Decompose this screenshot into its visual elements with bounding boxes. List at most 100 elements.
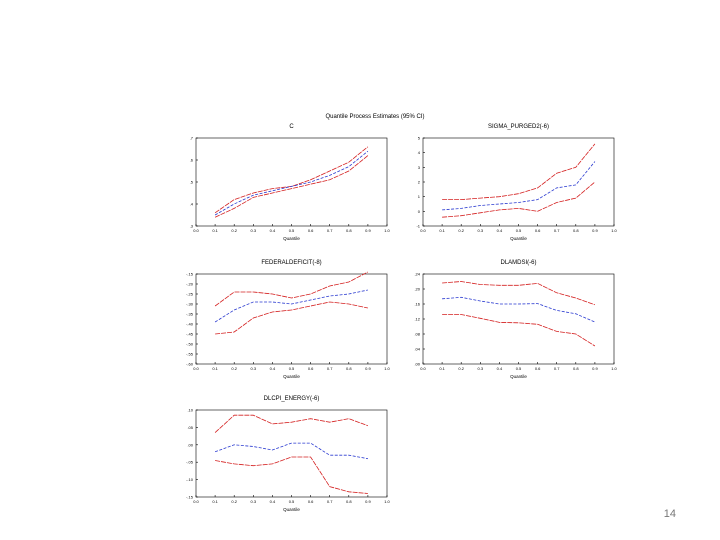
y-tick-label: -.25: [186, 292, 194, 297]
x-axis-label: Quantile: [283, 374, 300, 379]
panel-title: DLCPI_ENERGY(-6): [264, 396, 320, 402]
y-tick-label: -.55: [186, 352, 194, 357]
y-tick-label: .3: [190, 224, 194, 229]
y-tick-label: .00: [414, 362, 420, 367]
x-tick-label: 0.9: [365, 366, 371, 371]
x-tick-label: 0.1: [212, 499, 218, 504]
x-tick-label: 0.5: [289, 366, 295, 371]
x-tick-label: 0.9: [365, 228, 371, 233]
x-tick-label: 0.7: [327, 499, 333, 504]
y-tick-label: .10: [187, 408, 193, 413]
x-tick-label: 0.2: [458, 366, 464, 371]
y-tick-label: .08: [414, 332, 420, 337]
x-tick-label: 0.2: [458, 228, 464, 233]
panel-dlamdsi: DLAMDSI(-6) .00 .04 .08 .12 .16 .20 .24 0.0 0.1 0.…: [414, 260, 617, 379]
estimate-series-line: [442, 296, 596, 323]
ci-upper-series-line: [214, 414, 369, 433]
panel-title: SIGMA_PURGED2(-6): [488, 124, 549, 130]
y-tick-label: .7: [190, 136, 194, 141]
y-tick-label: -.30: [186, 302, 194, 307]
y-tick-label: 4: [418, 150, 421, 155]
panel-sigma-purged2: SIGMA_PURGED2(-6) -1 0 1 2 3 4 5 0.0 0.1 0.2 0.3 0.4…: [416, 124, 617, 241]
plot-frame: [195, 273, 388, 365]
x-tick-label: 0.0: [193, 228, 199, 233]
panel-federal-deficit: FEDERALDEFICIT(-8) -.15 -.20 -.25 -.30 -.35 -.…: [186, 260, 390, 379]
x-tick-label: 0.4: [497, 366, 503, 371]
ci-lower-series-line: [214, 155, 369, 218]
ci-lower-series-line: [442, 181, 596, 218]
x-axis-label: Quantile: [510, 236, 527, 241]
y-tick-label: .05: [187, 425, 193, 430]
x-tick-label: 0.8: [573, 228, 579, 233]
y-tick-label: 0: [418, 209, 421, 214]
x-tick-label: 0.3: [251, 228, 257, 233]
x-axis-label: Quantile: [510, 374, 527, 379]
x-axis-label: Quantile: [283, 507, 300, 512]
x-tick-label: 1.0: [384, 366, 390, 371]
x-tick-label: 0.6: [535, 228, 541, 233]
y-tick-label: 1: [418, 194, 421, 199]
y-tick-label: .16: [414, 302, 420, 307]
x-tick-label: 0.2: [231, 366, 237, 371]
x-tick-label: 0.8: [346, 228, 352, 233]
x-tick-label: 0.5: [516, 366, 522, 371]
x-tick-label: 0.4: [270, 228, 276, 233]
y-tick-label: .5: [190, 180, 194, 185]
y-tick-label: -.45: [186, 332, 194, 337]
x-tick-label: 1.0: [384, 499, 390, 504]
x-tick-label: 0.9: [365, 499, 371, 504]
y-tick-label: .00: [187, 442, 193, 447]
ci-upper-series-line: [442, 281, 596, 306]
x-tick-label: 0.3: [251, 366, 257, 371]
y-tick-label: -.15: [186, 272, 194, 277]
x-tick-label: 0.5: [289, 499, 295, 504]
x-tick-label: 0.9: [592, 366, 598, 371]
x-tick-label: 0.6: [308, 228, 314, 233]
x-tick-label: 0.1: [439, 366, 445, 371]
ci-lower-series-line: [215, 456, 368, 494]
x-tick-label: 0.4: [270, 366, 276, 371]
x-tick-label: 0.7: [554, 228, 560, 233]
y-tick-label: 2: [418, 180, 421, 185]
x-tick-label: 0.5: [516, 228, 522, 233]
x-tick-label: 0.6: [535, 366, 541, 371]
estimate-series-line: [214, 289, 368, 323]
x-tick-label: 0.1: [212, 228, 218, 233]
y-tick-label: -1: [416, 224, 420, 229]
x-tick-label: 0.0: [193, 366, 199, 371]
x-tick-label: 0.2: [231, 228, 237, 233]
figure-title: Quantile Process Estimates (95% CI): [325, 114, 424, 120]
y-tick-label: -.35: [186, 312, 194, 317]
panel-title: C: [289, 124, 294, 130]
y-tick-label: -.05: [186, 460, 194, 465]
ci-lower-series-line: [215, 301, 368, 335]
x-tick-label: 0.6: [308, 499, 314, 504]
panel-dlcpi-energy: DLCPI_ENERGY(-6) .10 .05 .00 -.05 -.10 -.150.0…: [186, 396, 390, 512]
y-tick-label: -.50: [186, 342, 194, 347]
panel-title: FEDERALDEFICIT(-8): [261, 260, 321, 266]
x-tick-label: 0.8: [346, 366, 352, 371]
y-tick-label: .6: [190, 158, 194, 163]
x-tick-label: 0.0: [420, 366, 426, 371]
estimate-series-line: [214, 442, 368, 460]
x-tick-label: 0.0: [420, 228, 426, 233]
slide-number: 14: [663, 508, 676, 520]
plot-frame: [195, 409, 388, 498]
ci-lower-series-line: [442, 314, 596, 347]
y-tick-label: -.60: [186, 362, 194, 367]
x-tick-label: 0.2: [231, 499, 237, 504]
x-tick-label: 1.0: [611, 228, 617, 233]
plot-frame: [422, 137, 615, 227]
y-tick-label: 3: [418, 165, 421, 170]
y-tick-label: -.10: [186, 477, 194, 482]
ci-upper-series-line: [214, 271, 369, 307]
y-tick-label: .4: [190, 202, 194, 207]
x-tick-label: 0.5: [289, 228, 295, 233]
y-tick-label: -.20: [186, 282, 194, 287]
x-tick-label: 0.7: [554, 366, 560, 371]
y-tick-label: 5: [418, 136, 421, 141]
panel-title: DLAMDSI(-6): [500, 260, 536, 266]
x-tick-label: 0.0: [193, 499, 199, 504]
estimate-series-line: [214, 150, 369, 216]
